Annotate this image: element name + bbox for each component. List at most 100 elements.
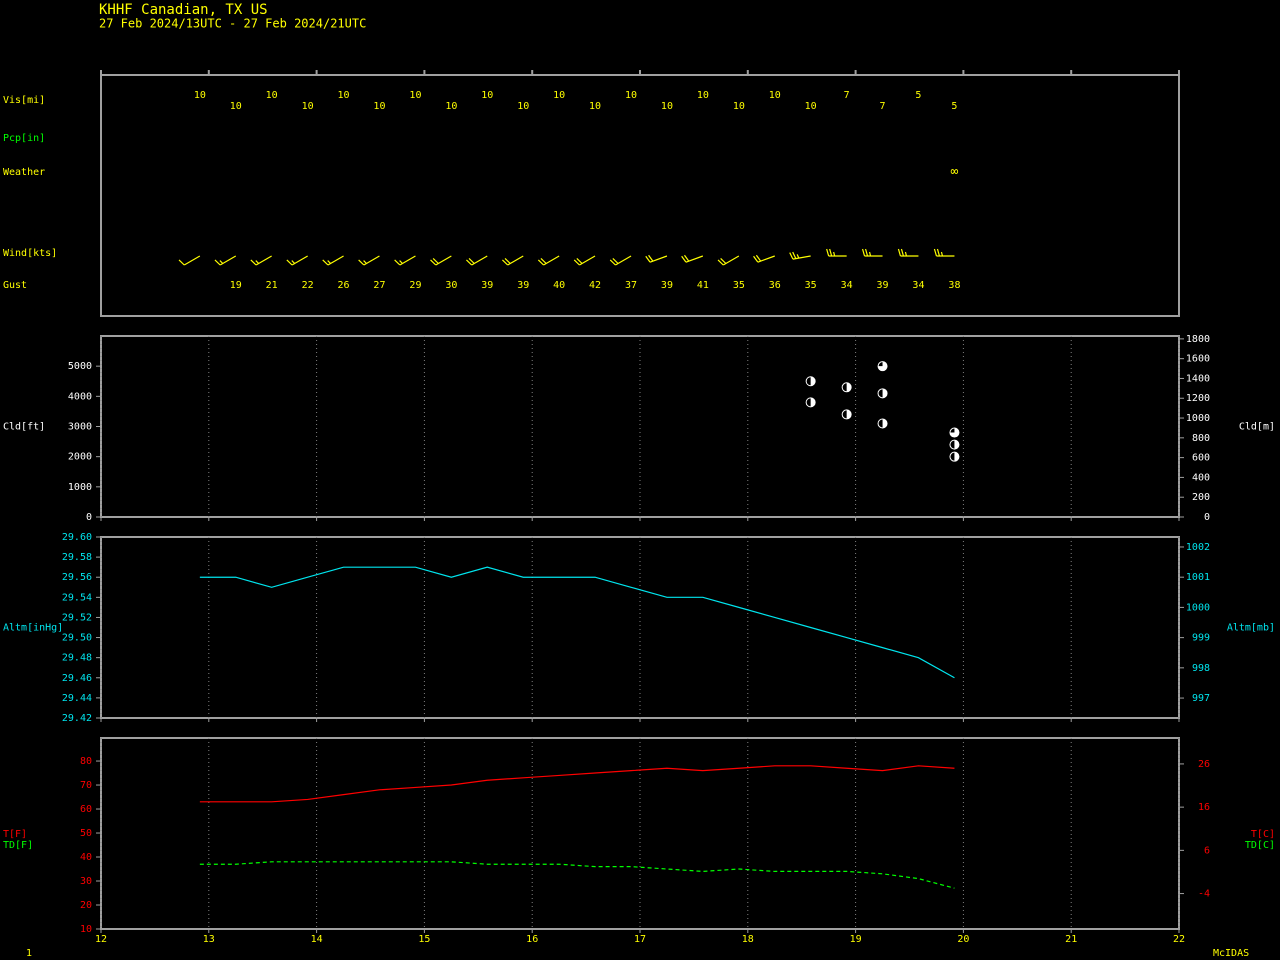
y2-tick-label: 1001 (1186, 572, 1210, 583)
series-line (199, 765, 955, 803)
wind-barb (286, 255, 308, 266)
cloud-cover (878, 361, 888, 371)
cloud-cover (882, 388, 888, 398)
cloud-cover (846, 382, 852, 392)
barb-feather (468, 258, 475, 264)
wind-barb (537, 255, 560, 266)
wind-barb (897, 248, 919, 257)
barb-half (904, 251, 908, 257)
barb-half (327, 260, 331, 264)
gust: 42 (589, 280, 601, 291)
barb-feather (789, 252, 794, 260)
y2-tick-label: 1000 (1186, 413, 1210, 424)
visibility: 10 (625, 90, 637, 101)
wind-barb (394, 255, 416, 266)
barb-half (363, 260, 367, 264)
y2-tick-label: 26 (1198, 759, 1210, 770)
y2-tick-label: 800 (1192, 433, 1210, 444)
cloud-layer (841, 382, 852, 393)
wind-barb (681, 254, 704, 263)
x-tick-label: 19 (850, 934, 862, 945)
y-tick-label: 29.58 (62, 552, 92, 563)
y-tick-label: 5000 (68, 361, 92, 372)
cloud-cover (810, 397, 816, 407)
barb-half (399, 260, 403, 264)
gust: 39 (481, 280, 493, 291)
barb-feather (933, 248, 938, 257)
barb-feather (178, 259, 185, 266)
row-label: Weather (3, 167, 45, 178)
wind-barb (789, 251, 811, 260)
barb-feather (430, 259, 437, 266)
wind-barb (502, 255, 524, 266)
visibility: 10 (230, 101, 242, 112)
barb-feather (502, 259, 509, 266)
barb-feather (829, 248, 833, 257)
gust: 39 (877, 280, 889, 291)
barb-feather (540, 258, 547, 264)
gust: 39 (661, 280, 673, 291)
y2-tick-label: 400 (1192, 472, 1210, 483)
barb-feather (936, 248, 941, 257)
y-tick-label: 29.46 (62, 673, 92, 684)
cloud-layer (841, 409, 852, 420)
barb-feather (826, 248, 830, 257)
gust: 26 (338, 280, 350, 291)
visibility: 7 (844, 90, 850, 101)
y2-tick-label: 999 (1192, 633, 1210, 644)
cloud-cover (810, 376, 816, 386)
barb-feather (681, 255, 687, 263)
barb-half (219, 260, 224, 264)
visibility: 10 (769, 90, 781, 101)
cloud-layer (949, 439, 960, 450)
y2-tick-label: 0 (1204, 512, 1210, 523)
visibility: 10 (338, 90, 350, 101)
barb-half (291, 260, 296, 264)
wind-barb (645, 254, 668, 263)
y2-tick-label: 200 (1192, 492, 1210, 503)
x-tick-label: 20 (957, 934, 969, 945)
wind-barb (717, 255, 740, 266)
barb-shaft (183, 255, 201, 266)
visibility: 5 (915, 90, 921, 101)
barb-half (833, 251, 836, 257)
visibility: 5 (951, 101, 957, 112)
visibility: 10 (194, 90, 206, 101)
cloud-cover (954, 452, 959, 462)
wind-barb (178, 255, 201, 266)
x-tick-label: 18 (742, 934, 754, 945)
y-tick-label: 29.42 (62, 713, 92, 724)
y-tick-label: 29.54 (62, 592, 92, 603)
visibility: 10 (553, 90, 565, 101)
x-tick-label: 16 (526, 934, 538, 945)
cloud-cover (949, 428, 959, 438)
y-tick-label: 80 (80, 756, 92, 767)
visibility: 10 (697, 90, 709, 101)
y-axis-label: Altm[inHg] (3, 623, 63, 634)
cloud-layer (805, 397, 816, 408)
y2-tick-label: 998 (1192, 663, 1210, 674)
barb-feather (720, 258, 727, 264)
barb-feather (683, 254, 690, 262)
y-tick-label: 29.56 (62, 572, 92, 583)
barb-shaft (507, 255, 524, 266)
wind-barb (753, 254, 775, 263)
barb-feather (864, 248, 869, 257)
series-line (199, 566, 955, 679)
barb-feather (358, 259, 365, 266)
y2-axis-label: Cld[m] (1239, 422, 1275, 433)
x-tick-label: 14 (311, 934, 323, 945)
legend-label-right: TD[C] (1245, 840, 1275, 851)
x-tick-label: 15 (418, 934, 430, 945)
barb-feather (609, 259, 616, 266)
barb-feather (576, 258, 583, 264)
barb-feather (861, 248, 866, 257)
barb-feather (250, 259, 257, 266)
barb-feather (432, 258, 439, 264)
legend-label: TD[F] (3, 840, 33, 851)
visibility: 10 (373, 101, 385, 112)
y-tick-label: 2000 (68, 452, 92, 463)
cloud-layer (877, 361, 888, 372)
y2-tick-label: 6 (1204, 845, 1210, 856)
y-tick-label: 29.52 (62, 612, 92, 623)
